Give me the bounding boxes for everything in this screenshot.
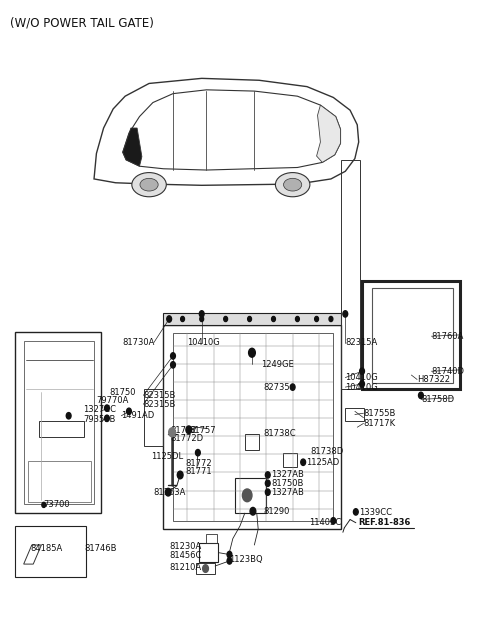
Circle shape bbox=[265, 471, 270, 478]
Circle shape bbox=[290, 384, 295, 390]
Circle shape bbox=[127, 408, 132, 415]
Circle shape bbox=[227, 551, 232, 558]
Text: 81740D: 81740D bbox=[432, 367, 465, 376]
Text: 81456C: 81456C bbox=[169, 551, 202, 560]
Text: 73700: 73700 bbox=[44, 500, 71, 509]
Circle shape bbox=[265, 480, 270, 486]
Circle shape bbox=[168, 428, 175, 437]
Text: 81746B: 81746B bbox=[84, 544, 117, 553]
Circle shape bbox=[105, 405, 109, 412]
Circle shape bbox=[249, 348, 255, 357]
Circle shape bbox=[248, 316, 252, 322]
Text: 1123BQ: 1123BQ bbox=[229, 554, 263, 563]
Text: 11403C: 11403C bbox=[310, 518, 342, 527]
Ellipse shape bbox=[276, 173, 310, 197]
Circle shape bbox=[331, 517, 336, 524]
Text: 10410G: 10410G bbox=[345, 383, 378, 392]
Circle shape bbox=[419, 392, 423, 399]
Text: 81738C: 81738C bbox=[263, 429, 296, 438]
Text: H87322: H87322 bbox=[417, 375, 450, 384]
Text: 82315B: 82315B bbox=[144, 400, 176, 409]
Text: 84185A: 84185A bbox=[30, 544, 62, 553]
Text: 81782: 81782 bbox=[170, 426, 197, 435]
Bar bbox=[28, 461, 91, 502]
Circle shape bbox=[199, 311, 204, 317]
Circle shape bbox=[105, 415, 109, 422]
Text: 1249GE: 1249GE bbox=[262, 360, 294, 369]
Text: 82735: 82735 bbox=[263, 383, 289, 392]
Text: 10410G: 10410G bbox=[187, 338, 220, 347]
Text: 1327AB: 1327AB bbox=[271, 470, 304, 480]
Circle shape bbox=[360, 381, 364, 387]
Text: 81730A: 81730A bbox=[123, 338, 155, 347]
Circle shape bbox=[272, 316, 276, 322]
Circle shape bbox=[180, 316, 184, 322]
Text: 79359B: 79359B bbox=[83, 415, 115, 424]
Text: 81230A: 81230A bbox=[169, 542, 202, 551]
Circle shape bbox=[224, 316, 228, 322]
Text: 81210A: 81210A bbox=[169, 563, 201, 572]
Circle shape bbox=[353, 508, 358, 515]
Text: 81717K: 81717K bbox=[363, 419, 396, 428]
Circle shape bbox=[250, 507, 256, 515]
Text: 79770A: 79770A bbox=[96, 396, 129, 405]
Ellipse shape bbox=[132, 173, 166, 197]
Text: 81758D: 81758D bbox=[422, 395, 455, 404]
Circle shape bbox=[296, 316, 300, 322]
Text: 81772D: 81772D bbox=[170, 434, 204, 443]
Circle shape bbox=[200, 316, 204, 322]
Ellipse shape bbox=[284, 178, 302, 191]
Circle shape bbox=[227, 558, 232, 564]
Text: 81738D: 81738D bbox=[311, 447, 344, 456]
Circle shape bbox=[242, 489, 252, 501]
Circle shape bbox=[265, 489, 270, 495]
Polygon shape bbox=[123, 128, 142, 167]
Text: 1125DL: 1125DL bbox=[152, 452, 183, 461]
Text: 1339CC: 1339CC bbox=[359, 508, 392, 517]
Text: 81755B: 81755B bbox=[363, 409, 396, 418]
Text: 81750: 81750 bbox=[110, 388, 136, 397]
Circle shape bbox=[165, 488, 171, 496]
Text: 81760A: 81760A bbox=[432, 332, 464, 341]
Circle shape bbox=[195, 450, 200, 456]
Text: 10410G: 10410G bbox=[345, 373, 378, 382]
Circle shape bbox=[203, 565, 208, 572]
Circle shape bbox=[66, 413, 71, 419]
Text: (W/O POWER TAIL GATE): (W/O POWER TAIL GATE) bbox=[10, 17, 154, 29]
Text: 81163A: 81163A bbox=[153, 487, 185, 496]
Text: 81290: 81290 bbox=[263, 507, 289, 516]
Polygon shape bbox=[163, 313, 340, 325]
Circle shape bbox=[42, 502, 46, 507]
Bar bbox=[15, 526, 86, 577]
Circle shape bbox=[170, 353, 175, 359]
Text: 81771: 81771 bbox=[185, 467, 212, 477]
Circle shape bbox=[315, 316, 319, 322]
Circle shape bbox=[329, 316, 333, 322]
Circle shape bbox=[170, 362, 175, 368]
Circle shape bbox=[167, 316, 171, 322]
Text: 81772: 81772 bbox=[185, 459, 212, 468]
Text: 82315A: 82315A bbox=[345, 338, 378, 347]
Ellipse shape bbox=[140, 178, 158, 191]
Text: 81757: 81757 bbox=[190, 426, 216, 435]
Circle shape bbox=[301, 459, 306, 465]
Text: 1491AD: 1491AD bbox=[121, 412, 155, 420]
Text: 81750B: 81750B bbox=[271, 478, 303, 487]
Text: 1327CC: 1327CC bbox=[83, 405, 116, 414]
Text: 1125AD: 1125AD bbox=[306, 457, 339, 467]
Polygon shape bbox=[317, 105, 340, 163]
Text: 82315B: 82315B bbox=[144, 391, 176, 400]
Circle shape bbox=[360, 368, 364, 375]
Circle shape bbox=[186, 426, 192, 434]
Text: 1327AB: 1327AB bbox=[271, 487, 304, 496]
Text: REF.81-836: REF.81-836 bbox=[359, 518, 411, 527]
Circle shape bbox=[343, 311, 348, 317]
Circle shape bbox=[177, 471, 183, 478]
